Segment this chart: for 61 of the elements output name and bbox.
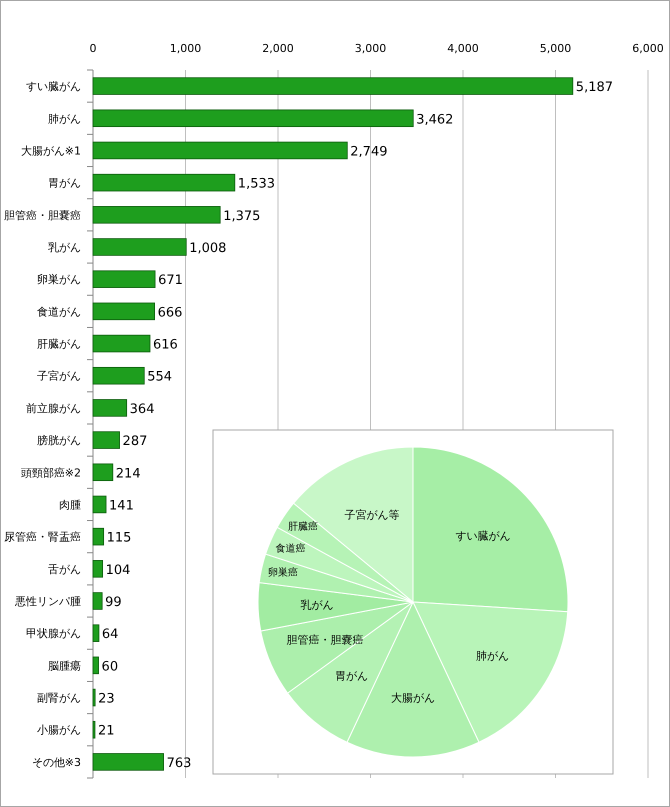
y-tick-label: 膀胱がん [37, 434, 81, 448]
y-tick-label: 食道がん [37, 305, 81, 318]
slice-label: 胃がん [335, 670, 368, 683]
data-label: 1,008 [189, 241, 226, 256]
data-label: 671 [158, 273, 183, 288]
data-label: 21 [98, 724, 114, 739]
data-label: 60 [102, 659, 118, 674]
x-tick-label: 1,000 [170, 42, 202, 55]
y-tick-label: 肝臓がん [37, 338, 81, 351]
y-tick-label: 卵巣がん [37, 273, 81, 286]
y-tick-label: 胆管癌・胆嚢癌 [4, 208, 81, 222]
x-tick-label: 2,000 [262, 42, 294, 55]
data-label: 1,375 [223, 208, 260, 224]
slice-label: 食道癌 [276, 542, 306, 555]
data-label: 364 [130, 402, 154, 417]
data-label: 104 [106, 562, 130, 578]
data-label: 616 [152, 338, 178, 353]
data-label: 666 [158, 305, 182, 320]
data-label: 214 [116, 466, 141, 482]
y-tick-label: 悪性リンパ腫 [14, 595, 81, 608]
y-tick-label: その他※3 [32, 756, 81, 769]
data-label: 5,187 [576, 80, 614, 96]
slice-label: 子宮がん等 [344, 508, 400, 522]
data-label: 64 [102, 627, 118, 642]
y-tick-label: 肉腫 [59, 498, 81, 512]
x-tick-label: 6,000 [632, 42, 664, 55]
y-tick-label: 大腸がん※1 [20, 144, 81, 158]
y-tick-label: 肺がん [48, 112, 81, 126]
data-label: 3,462 [416, 112, 454, 128]
data-label: 99 [105, 595, 122, 610]
x-tick-label: 4,000 [447, 42, 479, 55]
slice-label: 卵巣癌 [268, 566, 298, 578]
x-tick-label: 3,000 [354, 42, 386, 55]
y-tick-label: 前立腺がん [26, 402, 81, 415]
y-tick-label: 尿管癌・腎盂癌 [4, 530, 81, 544]
y-tick-label: 子宮がん [37, 370, 81, 383]
y-tick-label: 甲状腺がん [26, 627, 81, 640]
data-label: 141 [109, 498, 134, 514]
data-label: 287 [122, 434, 148, 450]
y-tick-label: 小腸がん [37, 724, 81, 737]
slice-label: 肝臓癌 [288, 520, 318, 533]
data-label: 554 [147, 370, 172, 385]
y-tick-label: 頭頸部癌※2 [20, 466, 81, 480]
slice-label: 乳がん [300, 598, 334, 612]
data-label: 23 [98, 692, 115, 707]
data-label: 763 [166, 756, 192, 771]
y-tick-label: 副腎がん [37, 692, 81, 705]
y-tick-label: 胃がん [48, 176, 81, 190]
y-tick-label: 脳腫瘍 [48, 659, 81, 672]
x-tick-label: 5,000 [540, 42, 572, 55]
slice-label: 大腸がん [391, 692, 435, 705]
slice-label: すい臓がん [456, 530, 511, 543]
y-tick-label: 舌がん [48, 562, 81, 576]
x-tick-label: 0 [90, 42, 96, 55]
y-tick-label: すい臓がん [26, 80, 81, 94]
data-label: 2,749 [350, 144, 388, 160]
slice-label: 肺がん [476, 650, 509, 663]
data-label: 115 [106, 530, 132, 546]
data-label: 1,533 [238, 176, 276, 192]
y-tick-label: 乳がん [48, 241, 81, 254]
slice-label: 胆管癌・胆嚢癌 [286, 634, 364, 647]
